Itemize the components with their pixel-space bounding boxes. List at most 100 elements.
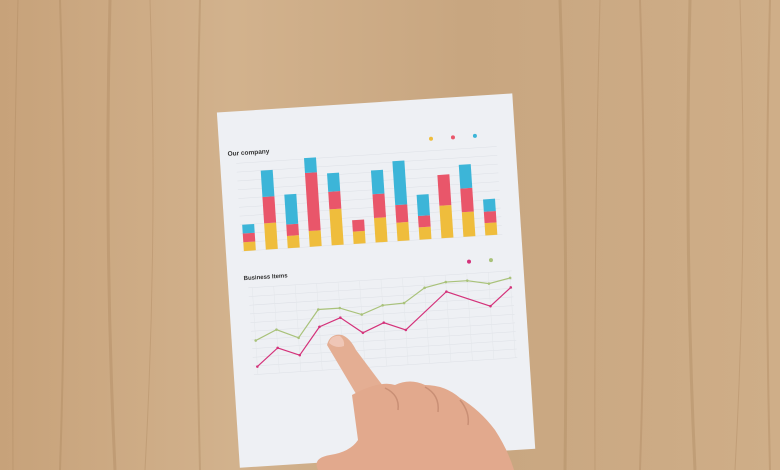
line-point [509, 286, 513, 289]
grain-line [144, 0, 154, 470]
bar-segment [264, 222, 278, 250]
bar-segment [286, 235, 300, 249]
line-point [360, 313, 364, 316]
grid-line [241, 225, 502, 243]
legend-swatch [467, 259, 472, 264]
bar-segment [284, 193, 299, 225]
bar-segment [260, 169, 275, 197]
line-chart-title: Business Items [243, 273, 288, 282]
bar-segment [242, 223, 255, 234]
grid-line [236, 146, 497, 164]
line-point [382, 321, 386, 324]
line-point [275, 328, 278, 331]
grid-line [445, 275, 452, 362]
grid-line [237, 172, 499, 190]
bar-segment [396, 221, 410, 242]
bar-segment [395, 204, 409, 223]
grid-line [294, 284, 302, 372]
bar-segment [286, 223, 299, 236]
line-point [465, 279, 469, 282]
grain-line [106, 0, 117, 470]
grid-line [251, 287, 259, 375]
line-chart-lines [254, 276, 513, 368]
bar-segment [417, 215, 431, 228]
line-point [316, 308, 320, 311]
grid-line [250, 305, 514, 323]
grid-line [249, 287, 513, 306]
bar-chart-bars [242, 157, 498, 252]
bar-segment [460, 187, 474, 213]
grid-line [237, 163, 498, 182]
paper [216, 93, 536, 468]
bar-segment [484, 222, 498, 236]
bar-segment [328, 191, 342, 210]
bar-segment [374, 217, 388, 243]
bar-segment [372, 193, 386, 218]
line-point [254, 339, 257, 342]
bar-chart-legend [429, 133, 477, 141]
wood-grain [12, 0, 771, 470]
line-point [339, 316, 342, 319]
line-point [318, 325, 321, 329]
bar-segment [461, 211, 476, 237]
grain-line [766, 0, 771, 470]
line-point [338, 306, 342, 310]
bar-segment [370, 169, 385, 195]
bar-segment [418, 226, 432, 240]
grain-line [558, 0, 568, 470]
bar-segment [458, 164, 473, 189]
line-point [445, 290, 448, 293]
bar-chart-grid [236, 146, 503, 252]
line-chart-legend [467, 258, 493, 264]
bar-segment [243, 241, 256, 252]
bar-segment [352, 219, 365, 232]
bar-segment [303, 157, 317, 174]
grid-line [423, 276, 430, 364]
grain-line [734, 0, 744, 470]
line-point [298, 353, 302, 357]
bar-segment [416, 194, 430, 217]
grid-line [509, 270, 516, 358]
bar-segment [352, 230, 366, 244]
pointing-hand [316, 334, 514, 470]
grid-line [248, 270, 512, 289]
legend-swatch [472, 133, 477, 138]
line-point [276, 346, 279, 350]
legend-swatch [450, 135, 455, 140]
grain-line [59, 0, 65, 470]
grid-line [239, 190, 500, 208]
grain-line [196, 0, 201, 470]
legend-swatch [488, 258, 493, 263]
line-point [256, 365, 259, 368]
line-point [297, 336, 300, 340]
fingernail [329, 335, 345, 347]
grid-line [240, 207, 501, 226]
bar-segment [304, 172, 321, 232]
grain-line [639, 0, 645, 470]
grid-line [253, 357, 518, 375]
line-point [489, 304, 492, 308]
grid-line [253, 348, 517, 367]
grid-line [236, 155, 498, 173]
line-point [402, 301, 406, 305]
bar-segment [242, 232, 256, 243]
knuckles [384, 386, 470, 426]
bar-segment [327, 172, 341, 192]
bar-segment [437, 174, 452, 206]
bar-segment [439, 205, 454, 239]
legend-swatch [429, 136, 434, 141]
line-point [508, 276, 512, 280]
bar-segment [308, 230, 322, 247]
grid-line [402, 277, 409, 365]
grain-line [12, 0, 19, 470]
grid-line [252, 331, 516, 349]
grid-line [239, 198, 501, 217]
hand-back [316, 381, 514, 470]
bar-segment [262, 196, 277, 224]
grid-line [240, 216, 502, 234]
grid-line [488, 272, 495, 360]
bar-segment [392, 160, 408, 206]
grid-line [248, 279, 513, 297]
grain-line [686, 0, 697, 470]
